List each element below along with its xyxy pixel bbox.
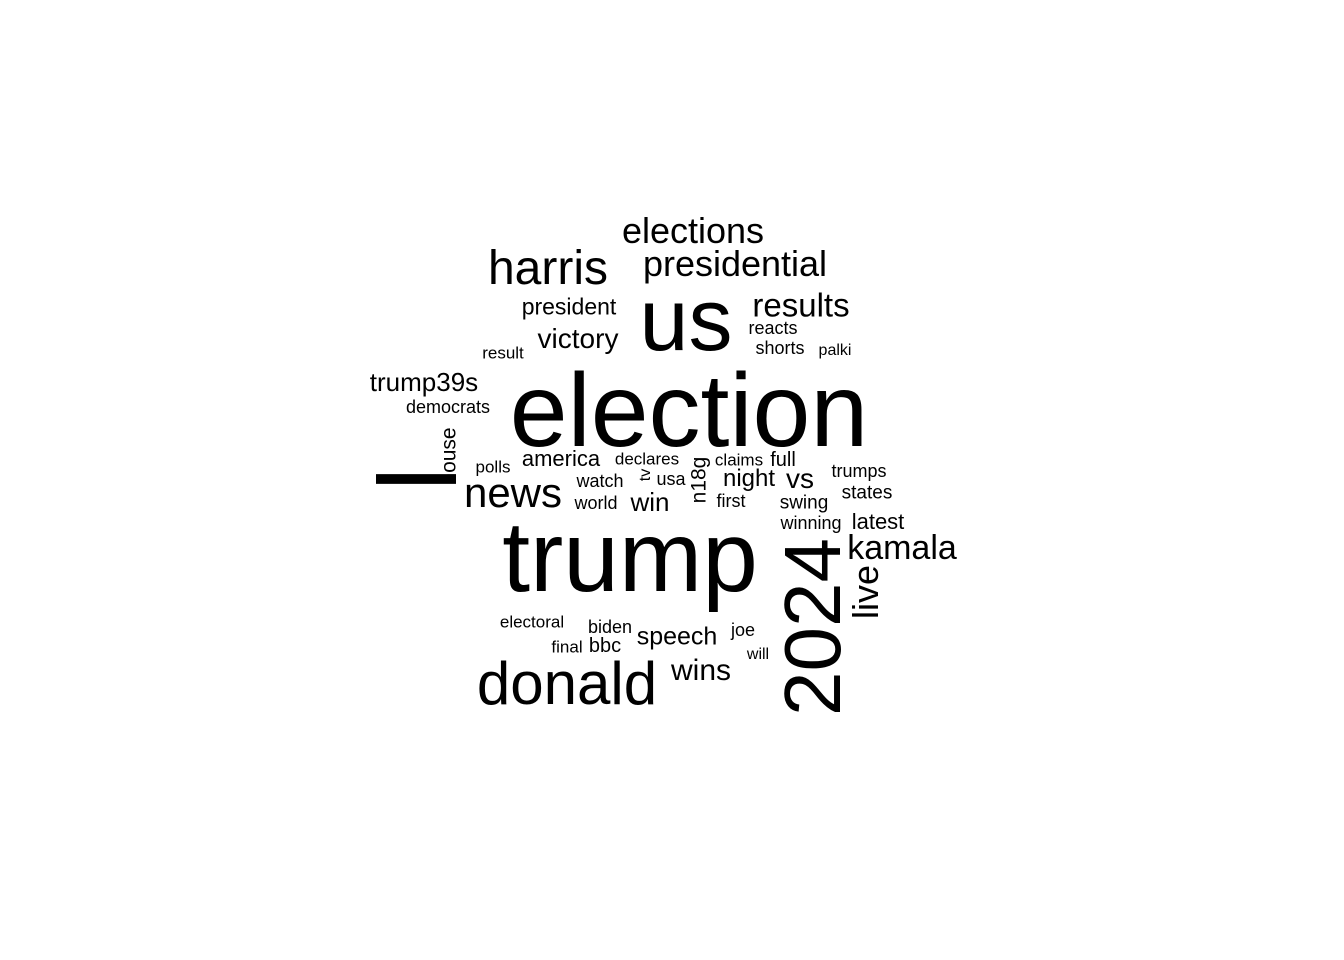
word-usa: usa (656, 469, 686, 489)
word-polls: polls (475, 457, 511, 477)
word-presidential: presidential (642, 243, 828, 284)
word-full: full (770, 449, 796, 471)
word-live: live (845, 564, 886, 620)
word-2024: 2024 (768, 538, 857, 716)
word-trump: trump (502, 501, 758, 613)
word-donald: donald (476, 650, 658, 717)
word-first: first (716, 491, 746, 511)
word-america: america (521, 446, 601, 471)
word-winning: winning (780, 513, 842, 533)
word-results: results (752, 286, 850, 324)
word-joe: joe (730, 620, 756, 640)
word-harris: harris (487, 242, 609, 295)
word-news: news (463, 469, 563, 516)
word-victory: victory (537, 323, 619, 354)
word-n18g: n18g (687, 456, 711, 504)
word-democrats: democrats (405, 397, 491, 417)
word-reacts: reacts (748, 318, 798, 338)
word-us: us (639, 270, 733, 369)
word-world: world (574, 493, 618, 513)
word-win: win (630, 487, 670, 517)
word-result: result (482, 343, 524, 363)
word-swing: swing (779, 492, 829, 514)
word-president: president (521, 293, 617, 320)
word-electoral: electoral (499, 612, 565, 632)
word-night: night (722, 465, 776, 492)
word-latest: latest (851, 509, 905, 534)
word-bbc: bbc (588, 635, 622, 657)
word-tv: tv (637, 468, 654, 482)
word-watch: watch (576, 471, 624, 491)
word-shorts: shorts (755, 338, 805, 358)
word-wins: wins (670, 654, 732, 687)
word-final: final (551, 637, 583, 657)
word-claims: claims (714, 450, 764, 470)
word-elections: elections (621, 210, 765, 251)
word-vs: vs (786, 463, 814, 494)
word-trump39s: trump39s (369, 367, 479, 397)
word-will: will (746, 646, 770, 663)
word-kamala: kamala (847, 529, 957, 567)
word-declares: declares (614, 449, 680, 469)
word-trumps: trumps (831, 461, 887, 481)
word-election: election (509, 353, 869, 469)
word-biden: biden (587, 617, 633, 637)
word-house: house (437, 427, 461, 485)
word-states: states (841, 482, 893, 504)
word-speech: speech (636, 622, 718, 651)
word-palki: palki (818, 342, 852, 359)
